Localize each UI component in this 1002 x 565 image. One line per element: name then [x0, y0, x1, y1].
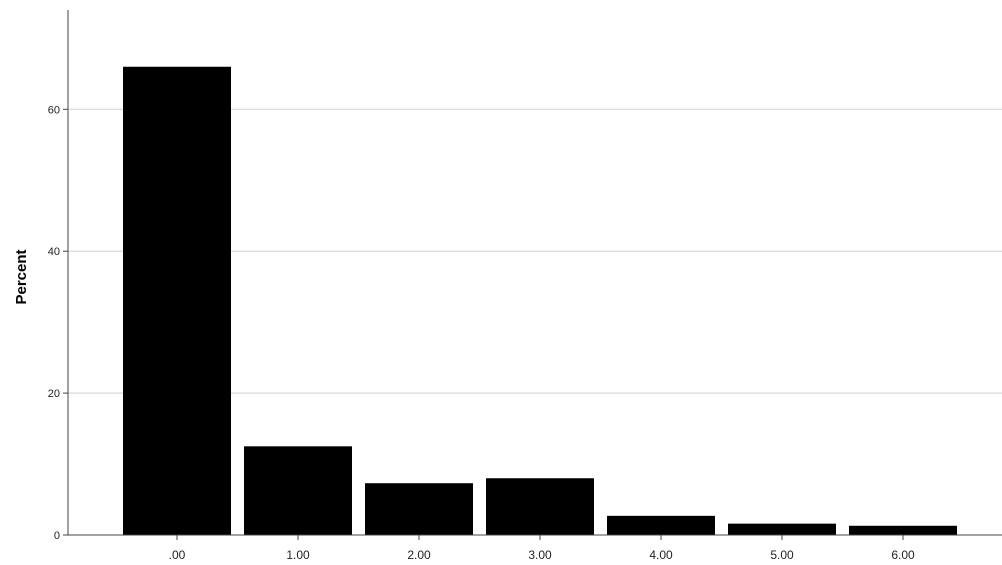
y-tick-label: 60 — [48, 104, 60, 116]
y-tick-label: 0 — [54, 530, 60, 542]
bar-p00 — [123, 66, 231, 535]
bar-5p00 — [728, 523, 836, 535]
x-tick-label: .00 — [169, 548, 186, 562]
x-tick-label: 1.00 — [286, 548, 310, 562]
x-tick-label: 6.00 — [891, 548, 915, 562]
y-axis-title: Percent — [13, 249, 30, 304]
x-tick-label: 4.00 — [649, 548, 673, 562]
tick-labels: 0 20 40 60 .00 1.00 2.00 3.00 4.00 5.00 6.00 — [48, 104, 915, 562]
bar-1p00 — [244, 446, 352, 535]
x-tick-label: 2.00 — [407, 548, 431, 562]
axes — [63, 10, 1002, 540]
bar-4p00 — [607, 515, 715, 535]
bar-6p00 — [849, 525, 957, 535]
y-tick-label: 40 — [48, 246, 60, 258]
bar-3p00 — [486, 478, 594, 535]
y-tick-label: 20 — [48, 388, 60, 400]
bar-2p00 — [365, 483, 473, 535]
bars — [123, 66, 957, 535]
x-tick-label: 3.00 — [528, 548, 552, 562]
x-tick-label: 5.00 — [770, 548, 794, 562]
